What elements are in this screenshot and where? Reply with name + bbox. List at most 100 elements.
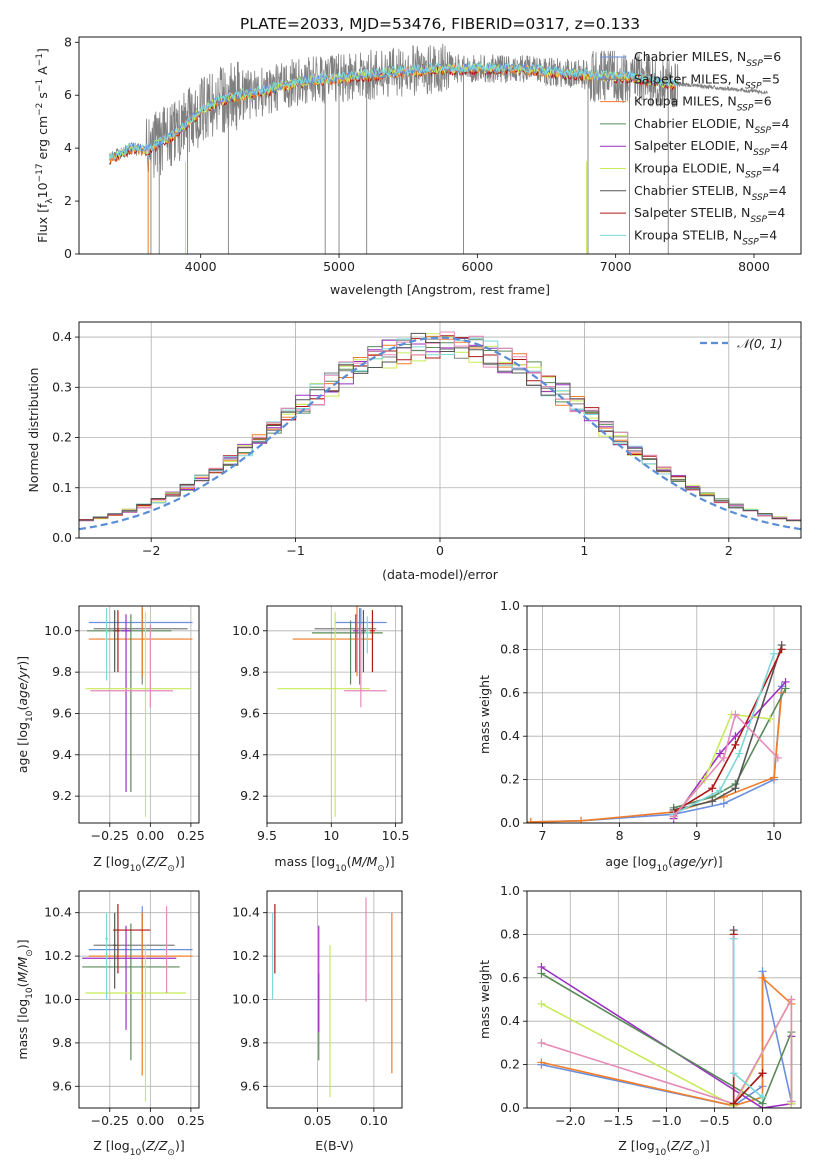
weight-point (729, 934, 738, 943)
y-tick-label: 4 (64, 140, 72, 155)
panel-spectrum: 4000 5000 6000 7000 8000 0 2 4 6 8 Chabrier MILES,… (35, 34, 802, 297)
y-tick-label: 10.0 (232, 623, 260, 638)
panel-mass-vs-Z: −0.25 0.00 0.25 9.6 9.8 10.0 10.2 10.4 Z [log10(… (15, 890, 205, 1158)
panel-age-vs-mass: 9.5 10 10.5 9.2 9.4 9.6 9.8 10.0 mass [log10(M/M… (232, 605, 409, 874)
x-tick-label: 10 (323, 828, 339, 843)
y-tick-label: 10.4 (232, 905, 260, 920)
plot-area (79, 331, 801, 531)
weight-point (527, 817, 535, 823)
weight-point (729, 1069, 738, 1078)
x-tick-label: 0.00 (136, 1113, 164, 1128)
weight-point (731, 784, 740, 793)
y-tick-label: 0.4 (52, 329, 72, 344)
panel-weight-vs-age: 7 8 9 10 0.0 0.2 0.4 0.6 0.8 1.0 age [log10(age/yr… (477, 598, 802, 874)
y-tick-label: 1.0 (500, 883, 520, 898)
x-tick-label: 10 (766, 828, 782, 843)
weight-point (719, 753, 728, 762)
x-axis-label: E(B-V) (315, 1138, 354, 1153)
x-tick-label: −1.0 (651, 1113, 681, 1128)
y-tick-label: 9.6 (52, 1078, 72, 1093)
legend-label: Chabrier STELIB, NSSP=4 (634, 183, 787, 203)
plot-area (108, 43, 768, 254)
x-tick-label: 5000 (323, 259, 355, 274)
x-tick-label: 4000 (185, 259, 217, 274)
weight-point (537, 1038, 546, 1047)
plot-area (277, 606, 387, 817)
y-axis-label: mass [log10(M/M⊙)] (15, 939, 35, 1059)
y-tick-label: 0.8 (500, 926, 520, 941)
axes-frame (78, 605, 200, 824)
weight-point (537, 999, 546, 1008)
panel-residuals: −2 −1 0 1 2 0.0 0.1 0.2 0.3 0.4 𝒩(0, 1) (data-model… (26, 321, 802, 582)
x-axis-label: wavelength [Angstrom, rest frame] (330, 282, 550, 297)
spectrum-data-line (109, 43, 768, 178)
x-axis-label: Z [log10(Z/Z⊙)] (93, 1138, 184, 1158)
weight-point (769, 649, 778, 658)
y-tick-label: 0.3 (52, 379, 72, 394)
y-axis-label: mass weight (477, 675, 492, 754)
y-tick-label: 9.4 (240, 747, 260, 762)
y-axis-label: Flux [fλ10−17 erg cm−2 s−1 A−1] (35, 48, 55, 243)
spectrum-model-line (108, 60, 678, 160)
weight-point (735, 749, 744, 758)
y-tick-label: 0.2 (52, 430, 72, 445)
legend-label: Kroupa STELIB, NSSP=4 (634, 227, 777, 247)
plot-area (527, 641, 790, 823)
y-tick-label: 9.6 (52, 705, 72, 720)
y-tick-label: 0 (64, 246, 72, 261)
x-tick-label: 9 (693, 828, 701, 843)
x-tick-label: 0.00 (136, 828, 164, 843)
weight-point (669, 812, 678, 821)
x-tick-label: 0.25 (177, 1113, 205, 1128)
weight-line (672, 713, 771, 818)
weight-point (787, 1097, 796, 1106)
x-tick-label: 0.0 (753, 1113, 773, 1128)
y-tick-label: 0.0 (500, 1100, 520, 1115)
x-axis-label: Z [log10(Z/Z⊙)] (618, 1138, 709, 1158)
x-axis-label: mass [log10(M/M⊙)] (274, 854, 394, 874)
plot-area (82, 904, 193, 1102)
plot-area (85, 606, 193, 817)
x-tick-label: 2 (725, 543, 733, 558)
weight-point (758, 1093, 767, 1102)
x-tick-label: 8000 (738, 259, 770, 274)
x-tick-label: −0.25 (91, 828, 129, 843)
x-tick-label: −0.25 (91, 1113, 129, 1128)
weight-point (787, 995, 796, 1004)
legend-label: Kroupa ELODIE, NSSP=4 (634, 161, 780, 181)
y-tick-label: 8 (64, 34, 72, 49)
legend-label: Salpeter ELODIE, NSSP=4 (634, 138, 788, 158)
weight-point (715, 749, 724, 758)
weight-point (766, 714, 775, 723)
y-tick-label: 0.2 (500, 1057, 520, 1072)
legend-label: Kroupa MILES, NSSP=6 (634, 94, 772, 114)
plot-area (272, 897, 393, 1098)
legend-label: Chabrier MILES, NSSP=6 (634, 49, 781, 69)
y-tick-label: 6 (64, 87, 72, 102)
y-tick-label: 10.2 (232, 948, 260, 963)
x-tick-label: −2.0 (555, 1113, 585, 1128)
plot-area (537, 926, 796, 1108)
y-tick-label: 10.0 (232, 992, 260, 1007)
x-tick-label: 0.10 (360, 1113, 388, 1128)
weight-line (673, 653, 775, 816)
weight-line (541, 996, 793, 1105)
y-tick-label: 9.6 (240, 705, 260, 720)
x-tick-label: 6000 (461, 259, 493, 274)
y-axis-label: Normed distribution (26, 368, 41, 493)
y-tick-label: 9.2 (240, 788, 260, 803)
weight-point (731, 740, 740, 749)
x-tick-label: 1 (580, 543, 588, 558)
y-tick-label: 0.4 (500, 1013, 520, 1028)
panel-weight-vs-Z: −2.0 −1.5 −1.0 −0.5 0.0 0.0 0.2 0.4 0.6 0.8 1.0 Z [… (477, 883, 802, 1158)
weight-point (715, 786, 724, 795)
weight-point (758, 973, 767, 982)
y-tick-label: 9.2 (52, 788, 72, 803)
weight-point (537, 969, 546, 978)
x-tick-label: 9.5 (257, 828, 277, 843)
y-tick-label: 2 (64, 193, 72, 208)
axes-frame (526, 605, 802, 824)
y-tick-label: 0.6 (500, 970, 520, 985)
